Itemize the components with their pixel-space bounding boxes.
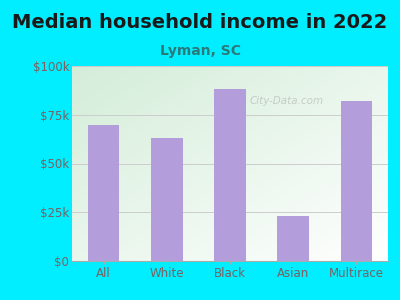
Text: City-Data.com: City-Data.com <box>250 96 324 106</box>
Bar <box>214 89 246 261</box>
Bar <box>278 216 309 261</box>
Text: Lyman, SC: Lyman, SC <box>160 44 240 58</box>
Bar <box>88 124 120 261</box>
Bar <box>151 138 182 261</box>
Text: Median household income in 2022: Median household income in 2022 <box>12 14 388 32</box>
Bar <box>341 101 372 261</box>
